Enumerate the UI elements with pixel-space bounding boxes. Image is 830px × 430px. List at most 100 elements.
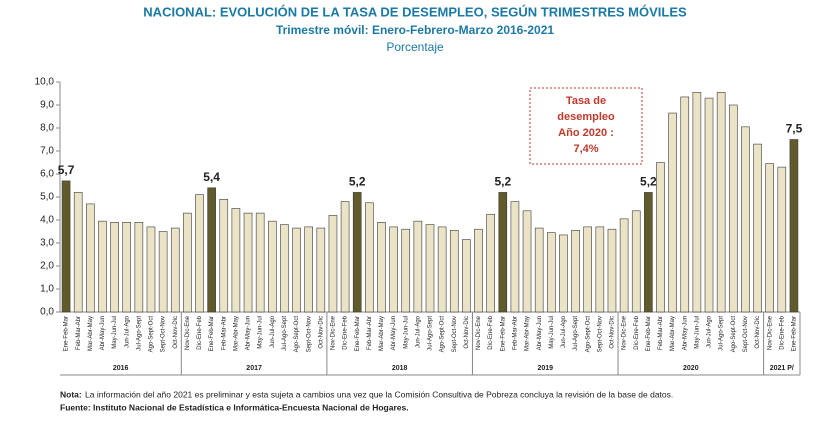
x-tick-label: Jul-Ago-Sept	[719, 316, 725, 351]
x-tick-label: Sept-Oct-Nov	[161, 316, 167, 352]
value-label: 5,2	[640, 175, 657, 189]
bar	[583, 226, 593, 313]
x-tick-label: Ago-Sept-Oct	[731, 316, 737, 353]
y-tick-label: 2,0	[40, 261, 54, 272]
bar	[595, 226, 605, 313]
bar	[316, 227, 326, 313]
y-tick-label: 0,0	[40, 307, 54, 318]
x-tick-label: Oct-Nov-Dic	[755, 316, 761, 349]
bar	[571, 230, 580, 313]
x-tick-label: Dic-Ene-Feb	[197, 315, 203, 349]
chart-title: NACIONAL: EVOLUCIÓN DE LA TASA DE DESEMP…	[143, 4, 687, 19]
y-axis-label: Porcentaje	[386, 40, 444, 54]
x-tick-label: Ene-Feb-Mar	[500, 316, 506, 351]
x-tick-label: Abr-May-Jun	[100, 316, 106, 350]
bar	[728, 104, 738, 313]
chart-subtitle: Trimestre móvil: Enero-Febrero-Marzo 201…	[276, 23, 554, 37]
annotation: desempleo	[557, 111, 615, 123]
x-tick-label: May-Jun-Jul	[403, 316, 409, 349]
group-label: 2016	[113, 365, 129, 372]
bar	[146, 226, 156, 313]
x-tick-label: Ene-Feb-Mar	[355, 316, 361, 351]
x-tick-label: Sept-Oct-Nov	[306, 316, 312, 352]
bar	[741, 126, 750, 313]
note: La información del año 2021 es prelimina…	[85, 389, 673, 399]
x-tick-label: Sept-Oct-Nov	[743, 316, 749, 352]
x-tick-label: Jun-Jul-Ago	[124, 315, 130, 348]
bar	[292, 227, 301, 313]
x-tick-label: Mar-Abr-May	[233, 316, 239, 351]
bar	[304, 226, 313, 313]
bar	[559, 234, 568, 313]
bar	[474, 228, 483, 313]
bar	[195, 194, 204, 313]
x-tick-label: Feb-Mar-Abr	[221, 316, 227, 350]
value-label: 5,2	[349, 175, 366, 189]
x-tick-label: Dic-Ene-Feb	[488, 315, 494, 349]
x-tick-label: Ene-Feb-Mar	[792, 316, 798, 351]
x-tick-label: Abr-May-Jun	[391, 316, 397, 350]
y-tick-label: 4,0	[40, 215, 54, 226]
x-tick-label: Nov-Dic-Ene	[476, 315, 482, 350]
bar	[644, 192, 653, 313]
bar	[789, 139, 799, 313]
bar	[704, 97, 714, 313]
bar	[680, 96, 690, 313]
x-tick-label: Ago-Sept-Oct	[294, 316, 300, 353]
bar	[73, 192, 83, 313]
y-tick-label: 7,0	[40, 146, 54, 157]
bar	[219, 199, 229, 313]
bar	[668, 112, 677, 313]
bar	[389, 226, 398, 313]
x-tick-label: Mar-Abr-May	[525, 316, 531, 351]
bar	[267, 220, 277, 313]
bar	[377, 222, 386, 313]
bar	[61, 180, 71, 313]
x-tick-label: Nov-Dic-Ene	[767, 315, 773, 350]
bar	[158, 231, 168, 313]
x-tick-label: Mar-Abr-May	[670, 316, 676, 351]
x-tick-label: Jun-Jul-Ago	[270, 315, 276, 348]
bar	[716, 92, 726, 313]
bar	[765, 163, 774, 313]
x-tick-label: Oct-Nov-Dic	[610, 316, 616, 349]
bar	[534, 227, 544, 313]
x-tick-label: May-Jun-Jul	[112, 316, 118, 349]
y-tick-label: 8,0	[40, 123, 54, 134]
bar	[86, 203, 95, 313]
bar	[425, 224, 435, 313]
x-tick-label: Abr-May-Jun	[537, 316, 543, 350]
bar	[437, 226, 447, 313]
bar	[401, 228, 411, 313]
x-tick-label: Mar-Abr-May	[88, 316, 94, 351]
x-tick-label: Feb-Mar-Abr	[658, 316, 664, 350]
bar	[122, 222, 132, 313]
x-tick-label: May-Jun-Jul	[694, 316, 700, 349]
bar	[183, 212, 192, 313]
value-label: 5,2	[494, 175, 511, 189]
x-tick-label: Jun-Jul-Ago	[415, 315, 421, 348]
y-tick-label: 6,0	[40, 169, 54, 180]
x-tick-label: Feb-Mar-Abr	[76, 316, 82, 350]
bar	[328, 215, 338, 313]
annotation: Tasa de	[566, 95, 606, 107]
bar	[365, 202, 374, 313]
bar	[462, 239, 471, 313]
group-label: 2017	[246, 365, 262, 372]
x-tick-label: Mar-Abr-May	[379, 316, 385, 351]
x-tick-label: Ago-Sept-Oct	[440, 316, 446, 353]
bar	[777, 166, 787, 313]
x-tick-label: Jul-Ago-Sept	[428, 316, 434, 351]
x-tick-label: Jun-Jul-Ago	[561, 315, 567, 348]
y-tick-label: 10,0	[35, 77, 55, 88]
bar	[607, 228, 617, 313]
annotation-box	[529, 87, 643, 165]
bar	[449, 230, 459, 313]
bar	[656, 162, 665, 313]
group-label: 2020	[683, 365, 699, 372]
y-tick-label: 9,0	[40, 100, 54, 111]
bar	[547, 232, 556, 313]
x-tick-label: Abr-May-Jun	[682, 316, 688, 350]
x-tick-label: Dic-Ene-Feb	[634, 315, 640, 349]
x-tick-label: Nov-Dic-Ene	[185, 315, 191, 350]
